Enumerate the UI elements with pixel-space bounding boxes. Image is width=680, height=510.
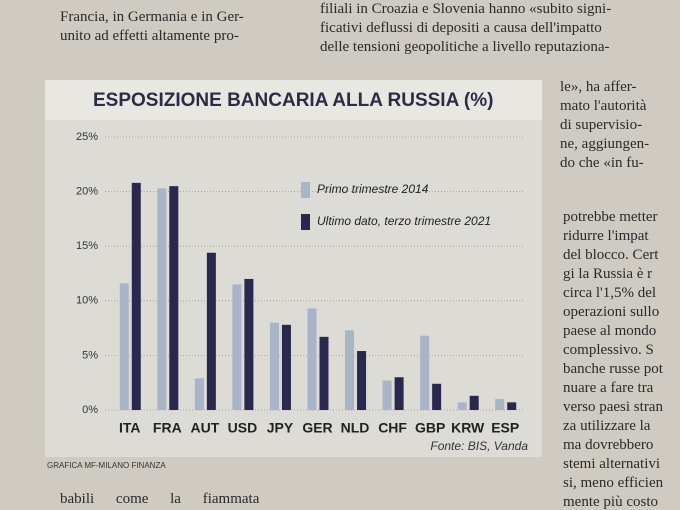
legend-swatch (301, 214, 310, 230)
article-line: verso paesi stran (563, 399, 663, 415)
article-line: mato l'autorità (560, 98, 647, 114)
bar (457, 402, 467, 410)
article-line: banche russe pot (563, 361, 663, 377)
article-line: di supervisio- (560, 117, 643, 133)
article-line: si, meno efficien (563, 475, 664, 491)
bar (206, 252, 216, 410)
article-line: ficativi deflussi di depositi a causa de… (320, 20, 602, 36)
x-tick-label: GER (302, 420, 332, 436)
y-tick-label: 5% (82, 349, 98, 361)
y-tick-label: 25% (76, 131, 98, 143)
article-line: del blocco. Cert (563, 247, 659, 263)
bar (157, 188, 167, 410)
x-tick-label: JPY (267, 420, 294, 436)
article-line: nuare a fare tra (563, 380, 654, 396)
article-column: le», ha affer-mato l'autorità di supervis… (560, 78, 649, 173)
article-line: ridurre l'impat (563, 228, 649, 244)
y-tick-label: 15% (76, 240, 98, 252)
article-line: operazioni sullo (563, 304, 660, 320)
article-line: ma dovrebbero (563, 437, 654, 453)
legend-label: Ultimo dato, terzo trimestre 2021 (317, 214, 491, 228)
article-line: ne, aggiungen- (560, 136, 650, 152)
x-tick-label: ESP (491, 420, 519, 436)
chart-title: ESPOSIZIONE BANCARIA ALLA RUSSIA (%) (93, 90, 493, 111)
article-column: Francia, in Germania e in Ger-unito ad e… (60, 8, 244, 46)
bar (244, 278, 254, 410)
legend-label: Primo trimestre 2014 (317, 182, 429, 196)
bar (194, 378, 204, 410)
article-line: gi la Russia è r (563, 266, 653, 282)
legend-swatch (301, 182, 310, 198)
credit: GRAFICA MF-MILANO FINANZA (47, 461, 166, 470)
bar (382, 380, 392, 410)
x-tick-label: KRW (451, 420, 485, 436)
x-tick-label: FRA (153, 420, 182, 436)
bar (319, 336, 329, 410)
y-tick-label: 10% (76, 295, 98, 307)
article-line: circa l'1,5% del (563, 285, 657, 301)
x-tick-label: GBP (415, 420, 445, 436)
bar (495, 399, 505, 410)
bar (345, 330, 355, 410)
bar (469, 395, 479, 410)
article-line: potrebbe metter (563, 209, 658, 225)
source: Fonte: BIS, Vanda (430, 439, 528, 453)
bar (420, 335, 430, 410)
article-line: delle tensioni geopolitiche a livello re… (320, 39, 610, 55)
bar (119, 283, 129, 410)
chart-panel (45, 80, 542, 457)
article-line: mente più costo (563, 494, 658, 510)
article-column: filiali in Croazia e Slovenia hanno «sub… (320, 0, 611, 57)
article-line: za utilizzare la (563, 418, 651, 434)
bar (281, 324, 291, 410)
x-tick-label: CHF (378, 420, 407, 436)
article-line: complessivo. S (563, 342, 654, 358)
article-column: potrebbe metter ridurre l'impat del blocco… (563, 208, 663, 510)
article-line: paese al mondo (563, 323, 657, 339)
bar (232, 284, 242, 410)
article-line: unito ad effetti altamente pro- (60, 28, 239, 44)
bar (307, 308, 317, 410)
article-line: do che «in fu- (560, 155, 644, 171)
bar (169, 186, 179, 410)
article-line: stemi alternativi (563, 456, 661, 472)
y-tick-label: 0% (82, 404, 98, 416)
bar (432, 383, 442, 410)
x-tick-label: ITA (119, 420, 141, 436)
x-tick-label: USD (228, 420, 258, 436)
article-line: babili come la fiammata (60, 491, 260, 507)
bar (131, 182, 141, 410)
bar (269, 322, 279, 410)
bar (507, 402, 517, 410)
title-band (45, 80, 542, 120)
article-line: Francia, in Germania e in Ger- (60, 9, 244, 25)
article-column: babili come la fiammatacertezza. Ieri pe… (60, 490, 308, 510)
x-tick-label: AUT (190, 420, 219, 436)
x-tick-label: NLD (341, 420, 370, 436)
y-tick-label: 20% (76, 186, 98, 198)
bar (357, 351, 367, 410)
article-line: le», ha affer- (560, 79, 637, 95)
bar (394, 377, 404, 410)
article-line: filiali in Croazia e Slovenia hanno «sub… (320, 1, 612, 17)
